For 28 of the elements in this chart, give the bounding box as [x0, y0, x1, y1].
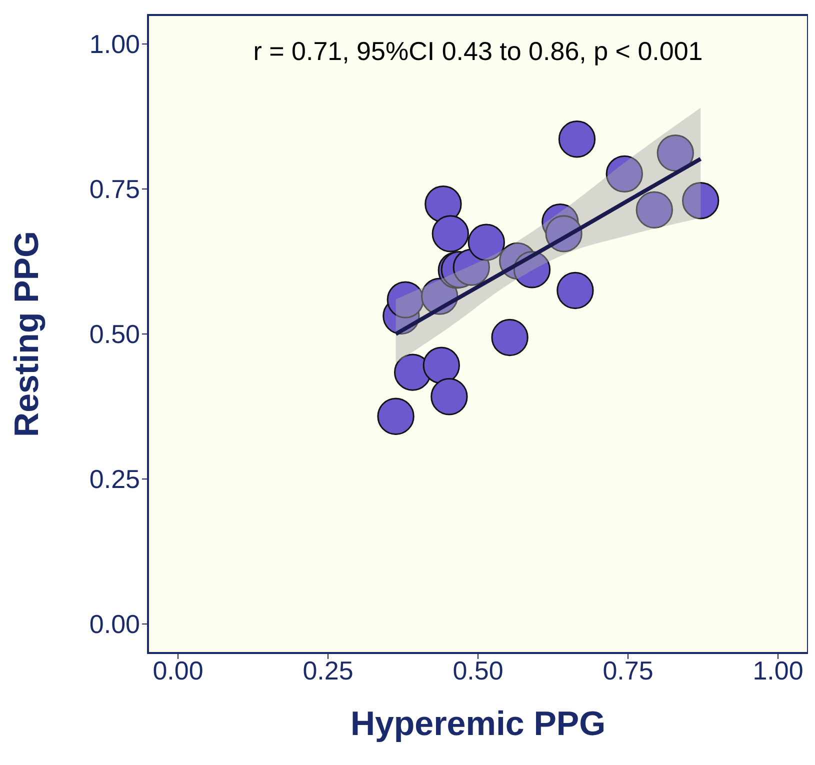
point	[491, 318, 528, 356]
y-tick-label: 0.75	[89, 174, 140, 204]
y-tick-label: 0.00	[89, 609, 140, 640]
y-tick-label: 0.25	[89, 464, 140, 494]
x-tick-label: 0.25	[302, 655, 354, 686]
point	[422, 346, 460, 384]
y-tick-label: 0.50	[89, 319, 140, 350]
point	[432, 215, 469, 252]
point	[386, 281, 424, 318]
x-tick-label: 0.00	[152, 655, 204, 686]
point	[682, 182, 720, 220]
point	[636, 191, 673, 228]
point	[556, 272, 594, 310]
annotation: r = 0.71, 95%CI 0.43 to 0.86, p < 0.001	[252, 36, 704, 67]
x-tick-label: 0.50	[452, 655, 504, 686]
point	[430, 378, 468, 416]
point	[468, 224, 505, 261]
x-tick-label: 0.75	[602, 655, 654, 686]
point	[424, 186, 462, 223]
y-tick-label: 1.00	[89, 29, 140, 60]
x-tick-label: 1.00	[752, 655, 804, 686]
y-axis-title: Resting PPG	[8, 231, 46, 437]
point	[558, 120, 596, 158]
point	[377, 398, 414, 435]
point	[606, 155, 643, 192]
point	[656, 134, 694, 172]
x-axis-title: Hyperemic PPG	[350, 705, 606, 743]
point	[394, 354, 432, 391]
